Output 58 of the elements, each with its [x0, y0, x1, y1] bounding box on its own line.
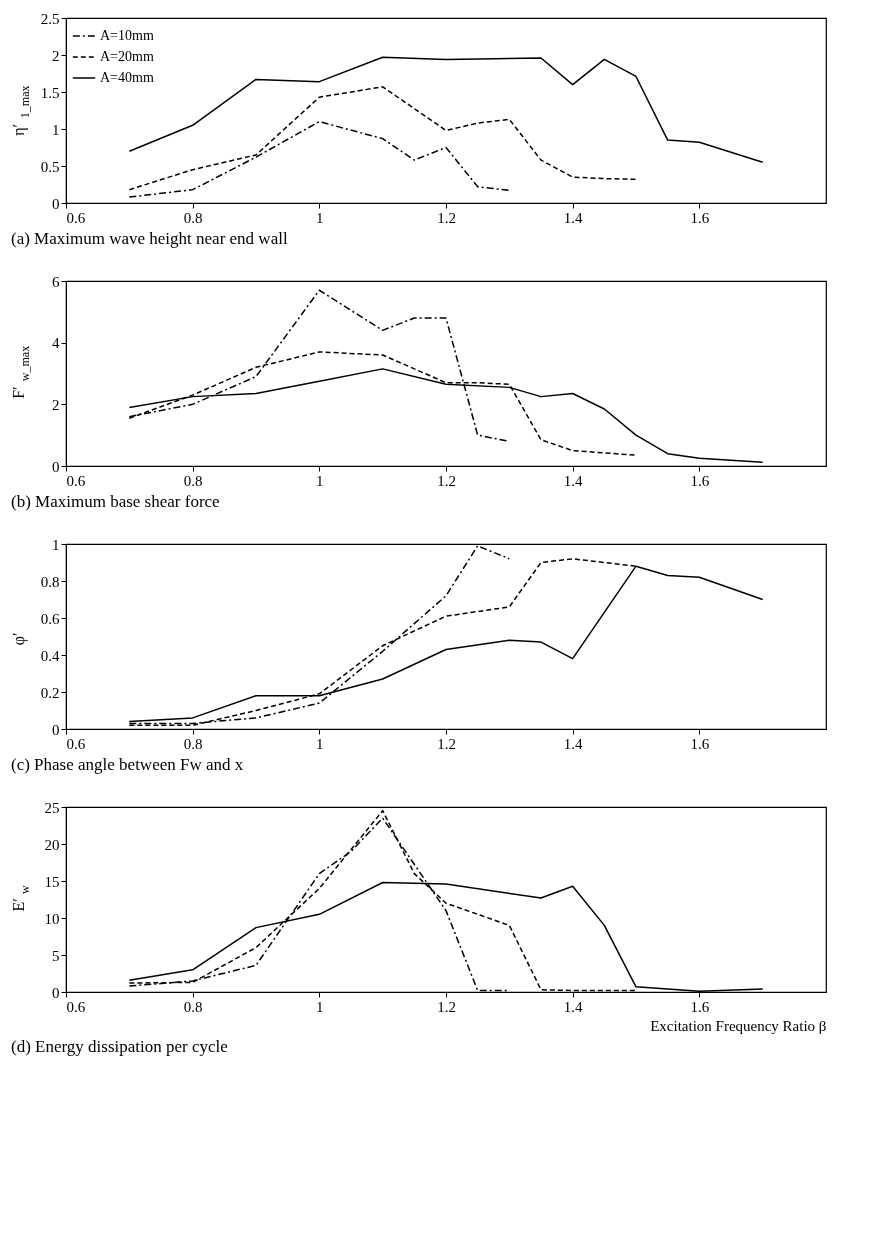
x-tick-label: 0.8: [183, 472, 203, 489]
y-tick-label: 0.6: [40, 610, 60, 627]
x-tick-label: 1.2: [437, 998, 456, 1015]
y-axis-title: E′w: [10, 885, 32, 912]
x-tick-label: 1: [316, 472, 324, 489]
x-tick-label: 0.8: [183, 735, 203, 752]
y-tick-label: 2: [52, 396, 60, 413]
x-tick-label: 1.6: [690, 735, 710, 752]
x-tick-label: 1: [316, 209, 324, 226]
text: (a) Maximum wave height near end wall: [11, 229, 288, 248]
y-tick-label: 1: [52, 121, 60, 138]
x-tick-label: 1.6: [690, 998, 710, 1015]
y-tick-label: 1: [52, 536, 60, 553]
legend-label: A=10mm: [100, 28, 154, 43]
y-axis-title: F′w_max: [10, 345, 32, 399]
y-tick-label: 0.4: [40, 647, 60, 664]
x-tick-label: 1.2: [437, 472, 456, 489]
x-axis-title: Excitation Frequency Ratio β: [650, 1017, 827, 1034]
y-tick-label: 5: [52, 947, 60, 964]
text: (c) Phase angle between Fw and x: [11, 755, 244, 774]
x-tick-label: 1.4: [563, 472, 584, 489]
x-tick-label: 1.2: [437, 735, 456, 752]
y-axis-title: φ′: [10, 632, 28, 646]
x-tick-label: 0.6: [66, 735, 86, 752]
x-tick-label: 0.8: [183, 998, 203, 1015]
x-tick-label: 1.4: [563, 998, 584, 1015]
x-tick-label: 0.6: [66, 472, 86, 489]
y-tick-label: 10: [44, 910, 60, 927]
legend-label: A=20mm: [100, 49, 154, 64]
x-tick-label: 1.6: [690, 472, 710, 489]
text: (b) Maximum base shear force: [11, 492, 220, 511]
y-tick-label: 4: [52, 335, 60, 352]
y-tick-label: 0.5: [40, 158, 60, 175]
x-tick-label: 1.4: [563, 735, 584, 752]
y-tick-label: 0: [52, 195, 60, 212]
x-tick-label: 1: [316, 998, 324, 1015]
y-tick-label: 0: [52, 721, 60, 738]
x-tick-label: 1: [316, 735, 324, 752]
legend-label: A=40mm: [100, 70, 154, 85]
x-tick-label: 0.6: [66, 998, 86, 1015]
y-tick-label: 20: [44, 836, 60, 853]
x-tick-label: 1.6: [690, 209, 710, 226]
y-tick-label: 0.8: [40, 573, 60, 590]
y-tick-label: 25: [44, 799, 60, 816]
y-tick-label: 2: [52, 47, 60, 64]
x-tick-label: 0.6: [66, 209, 86, 226]
x-tick-label: 1.4: [563, 209, 584, 226]
y-tick-label: 0: [52, 984, 60, 1001]
x-tick-label: 1.2: [437, 209, 456, 226]
y-tick-label: 15: [44, 873, 60, 890]
y-axis-title: η′1_max: [10, 85, 32, 136]
y-tick-label: 1.5: [40, 84, 60, 101]
x-tick-label: 0.8: [183, 209, 203, 226]
y-tick-label: 2.5: [40, 10, 60, 27]
y-tick-label: 6: [52, 273, 60, 290]
text: (d) Energy dissipation per cycle: [11, 1037, 228, 1056]
y-tick-label: 0.2: [40, 684, 60, 701]
y-tick-label: 0: [52, 458, 60, 475]
